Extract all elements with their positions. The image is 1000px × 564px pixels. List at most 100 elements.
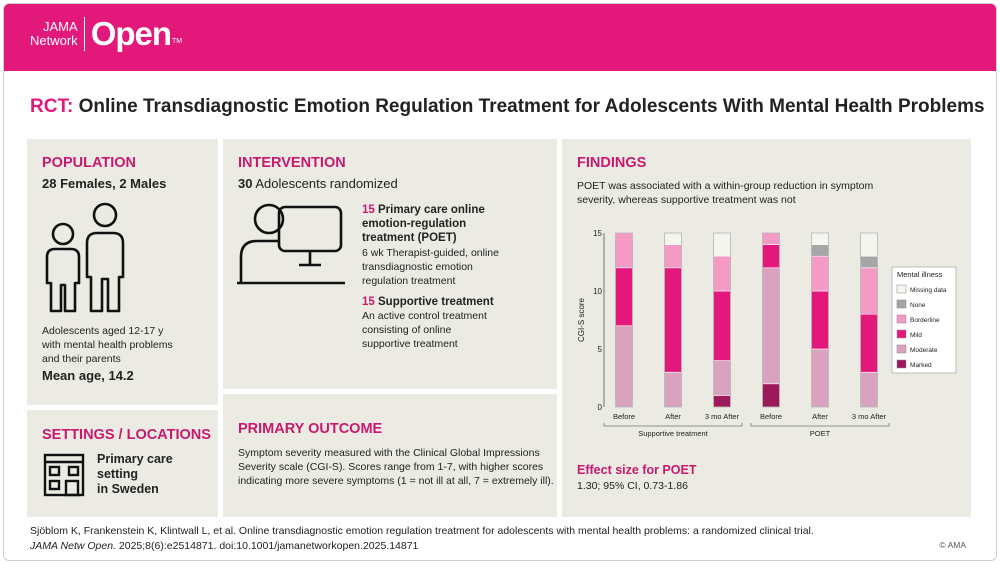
outcome-line-3: indicating more severe symptoms (1 = not… [238, 475, 554, 487]
cgi-s-stacked-bar-chart: CGI-S score 0 5 10 15 Before After 3 mo After B… [577, 229, 957, 438]
arm1-desc-2: transdiagnostic emotion [362, 261, 473, 273]
arm1-desc-3: regulation treatment [362, 275, 456, 287]
arm2-count: 15 [362, 296, 375, 308]
bar-segment-none-4 [811, 244, 829, 257]
population-heading: POPULATION [42, 155, 136, 171]
visual-abstract: JAMA Network Open TM RCT: Online Transdi… [3, 3, 997, 561]
bar-outline-4 [811, 232, 829, 408]
legend-swatch-mild [896, 329, 907, 339]
arm2-desc-3: supportive treatment [362, 338, 458, 350]
title-text: Online Transdiagnostic Emotion Regulatio… [78, 96, 985, 117]
bar-segment-none-5 [860, 255, 878, 269]
settings-line-2: setting [97, 467, 138, 481]
population-desc-3: and their parents [42, 353, 121, 365]
copyright: © AMA [939, 540, 966, 550]
citation-line-2: JAMA Netw Open. 2025;8(6):e2514871. doi:… [30, 539, 814, 554]
legend-label-none: None [910, 302, 926, 309]
arm1-name-1: Primary care online [378, 204, 485, 216]
logo-line-2: Network [30, 33, 78, 48]
population-counts: 28 Females, 2 Males [42, 176, 167, 191]
bar-outline-1 [664, 232, 682, 408]
people-icon [45, 202, 125, 313]
arm2-desc-2: consisting of online [362, 324, 452, 336]
header-banner: JAMA Network Open TM [4, 4, 996, 71]
effect-size-value: 1.30; 95% CI, 0.73-1.86 [577, 480, 688, 492]
legend-swatch-missing-data [896, 284, 907, 294]
effect-size-heading: Effect size for POET [577, 463, 697, 477]
legend-label-moderate: Moderate [910, 347, 938, 354]
bar-outline-5 [860, 232, 878, 408]
bar-segment-marked-3 [762, 383, 780, 408]
settings-heading: SETTINGS / LOCATIONS [42, 427, 211, 443]
bar-outline-3 [762, 232, 780, 408]
outcome-heading: PRIMARY OUTCOME [238, 421, 383, 437]
bar-segment-moderate-3 [762, 267, 780, 385]
settings-panel: SETTINGS / LOCATIONS Primary care settin… [27, 410, 218, 517]
logo-trademark: TM [172, 38, 183, 45]
legend-label-marked: Marked [910, 362, 932, 369]
group-bracket-1 [750, 423, 890, 427]
bar-segment-borderline-2 [713, 255, 731, 292]
bar-segment-mild-0 [615, 267, 633, 327]
findings-panel: FINDINGS POET was associated with a with… [562, 139, 971, 517]
y-tick-label-1: 5 [598, 345, 603, 354]
x-tick-label-2: 3 mo After [705, 412, 740, 421]
intervention-panel: INTERVENTION 30 Adolescents randomized 1… [223, 139, 557, 389]
bar-segment-mild-3 [762, 244, 780, 269]
outcome-panel: PRIMARY OUTCOME Symptom severity measure… [223, 394, 557, 517]
bar-segment-borderline-4 [811, 255, 829, 292]
legend-swatch-borderline [896, 314, 907, 324]
logo-divider [83, 17, 85, 51]
bar-outline-2 [713, 232, 731, 408]
population-panel: POPULATION 28 Females, 2 Males Adolescen… [27, 139, 218, 405]
findings-line-2: severity, whereas supportive treatment w… [577, 194, 796, 206]
x-tick-label-4: After [812, 412, 828, 421]
bar-segment-mild-5 [860, 313, 878, 373]
computer-user-icon [237, 203, 345, 285]
arm1-count: 15 [362, 204, 375, 216]
page-title: RCT: Online Transdiagnostic Emotion Regu… [30, 96, 985, 118]
outcome-line-1: Symptom severity measured with the Clini… [238, 447, 540, 459]
bar-segment-borderline-3 [762, 232, 780, 245]
bar-segment-moderate-2 [713, 360, 731, 396]
legend-swatch-marked [896, 359, 907, 369]
arm2-desc-1: An active control treatment [362, 310, 487, 322]
outcome-line-2: Severity scale (CGI-S). Scores range fro… [238, 461, 544, 473]
legend-label-missing-data: Missing data [910, 287, 947, 294]
y-tick-label-0: 0 [598, 403, 603, 412]
randomized-label: Adolescents randomized [255, 176, 398, 191]
bar-segment-missing-data-2 [713, 232, 731, 257]
y-tick-label-2: 10 [593, 287, 602, 296]
group-label-1: POET [810, 429, 831, 438]
logo-line-1: JAMA [43, 19, 78, 34]
logo-open-text: Open [90, 15, 172, 52]
legend-swatch-moderate [896, 344, 907, 354]
bar-segment-borderline-0 [615, 232, 633, 269]
y-axis-label: CGI-S score [577, 297, 586, 342]
title-prefix: RCT: [30, 96, 74, 117]
bar-segment-moderate-5 [860, 371, 878, 408]
bar-segment-moderate-4 [811, 348, 829, 408]
citation-details: 2025;8(6):e2514871. doi:10.1001/jamanetw… [115, 540, 419, 552]
bar-segment-mild-1 [664, 267, 682, 373]
bar-segment-marked-2 [713, 395, 731, 408]
arm2-name-text: Supportive treatment [378, 296, 494, 308]
y-tick-label-3: 15 [593, 229, 602, 238]
building-icon [43, 453, 85, 497]
bar-segment-moderate-0 [615, 325, 633, 408]
bar-outline-0 [615, 232, 633, 408]
findings-line-1: POET was associated with a within-group … [577, 180, 874, 192]
legend-swatch-none [896, 299, 907, 309]
arm1-name-2: emotion-regulation [362, 218, 467, 230]
group-bracket-0 [603, 423, 743, 427]
settings-line-1: Primary care [97, 452, 173, 466]
bar-segment-missing-data-1 [664, 232, 682, 245]
bar-segment-missing-data-5 [860, 232, 878, 257]
mean-age: Mean age, 14.2 [42, 368, 134, 383]
bar-segment-borderline-1 [664, 244, 682, 269]
legend-label-borderline: Borderline [910, 317, 940, 324]
logo-text-small: JAMA Network [30, 20, 84, 48]
bar-segment-borderline-5 [860, 267, 878, 315]
arm1-name-line-1: 15 Primary care online [362, 203, 485, 217]
citation: Sjöblom K, Frankenstein K, Klintwall L, … [30, 524, 814, 554]
